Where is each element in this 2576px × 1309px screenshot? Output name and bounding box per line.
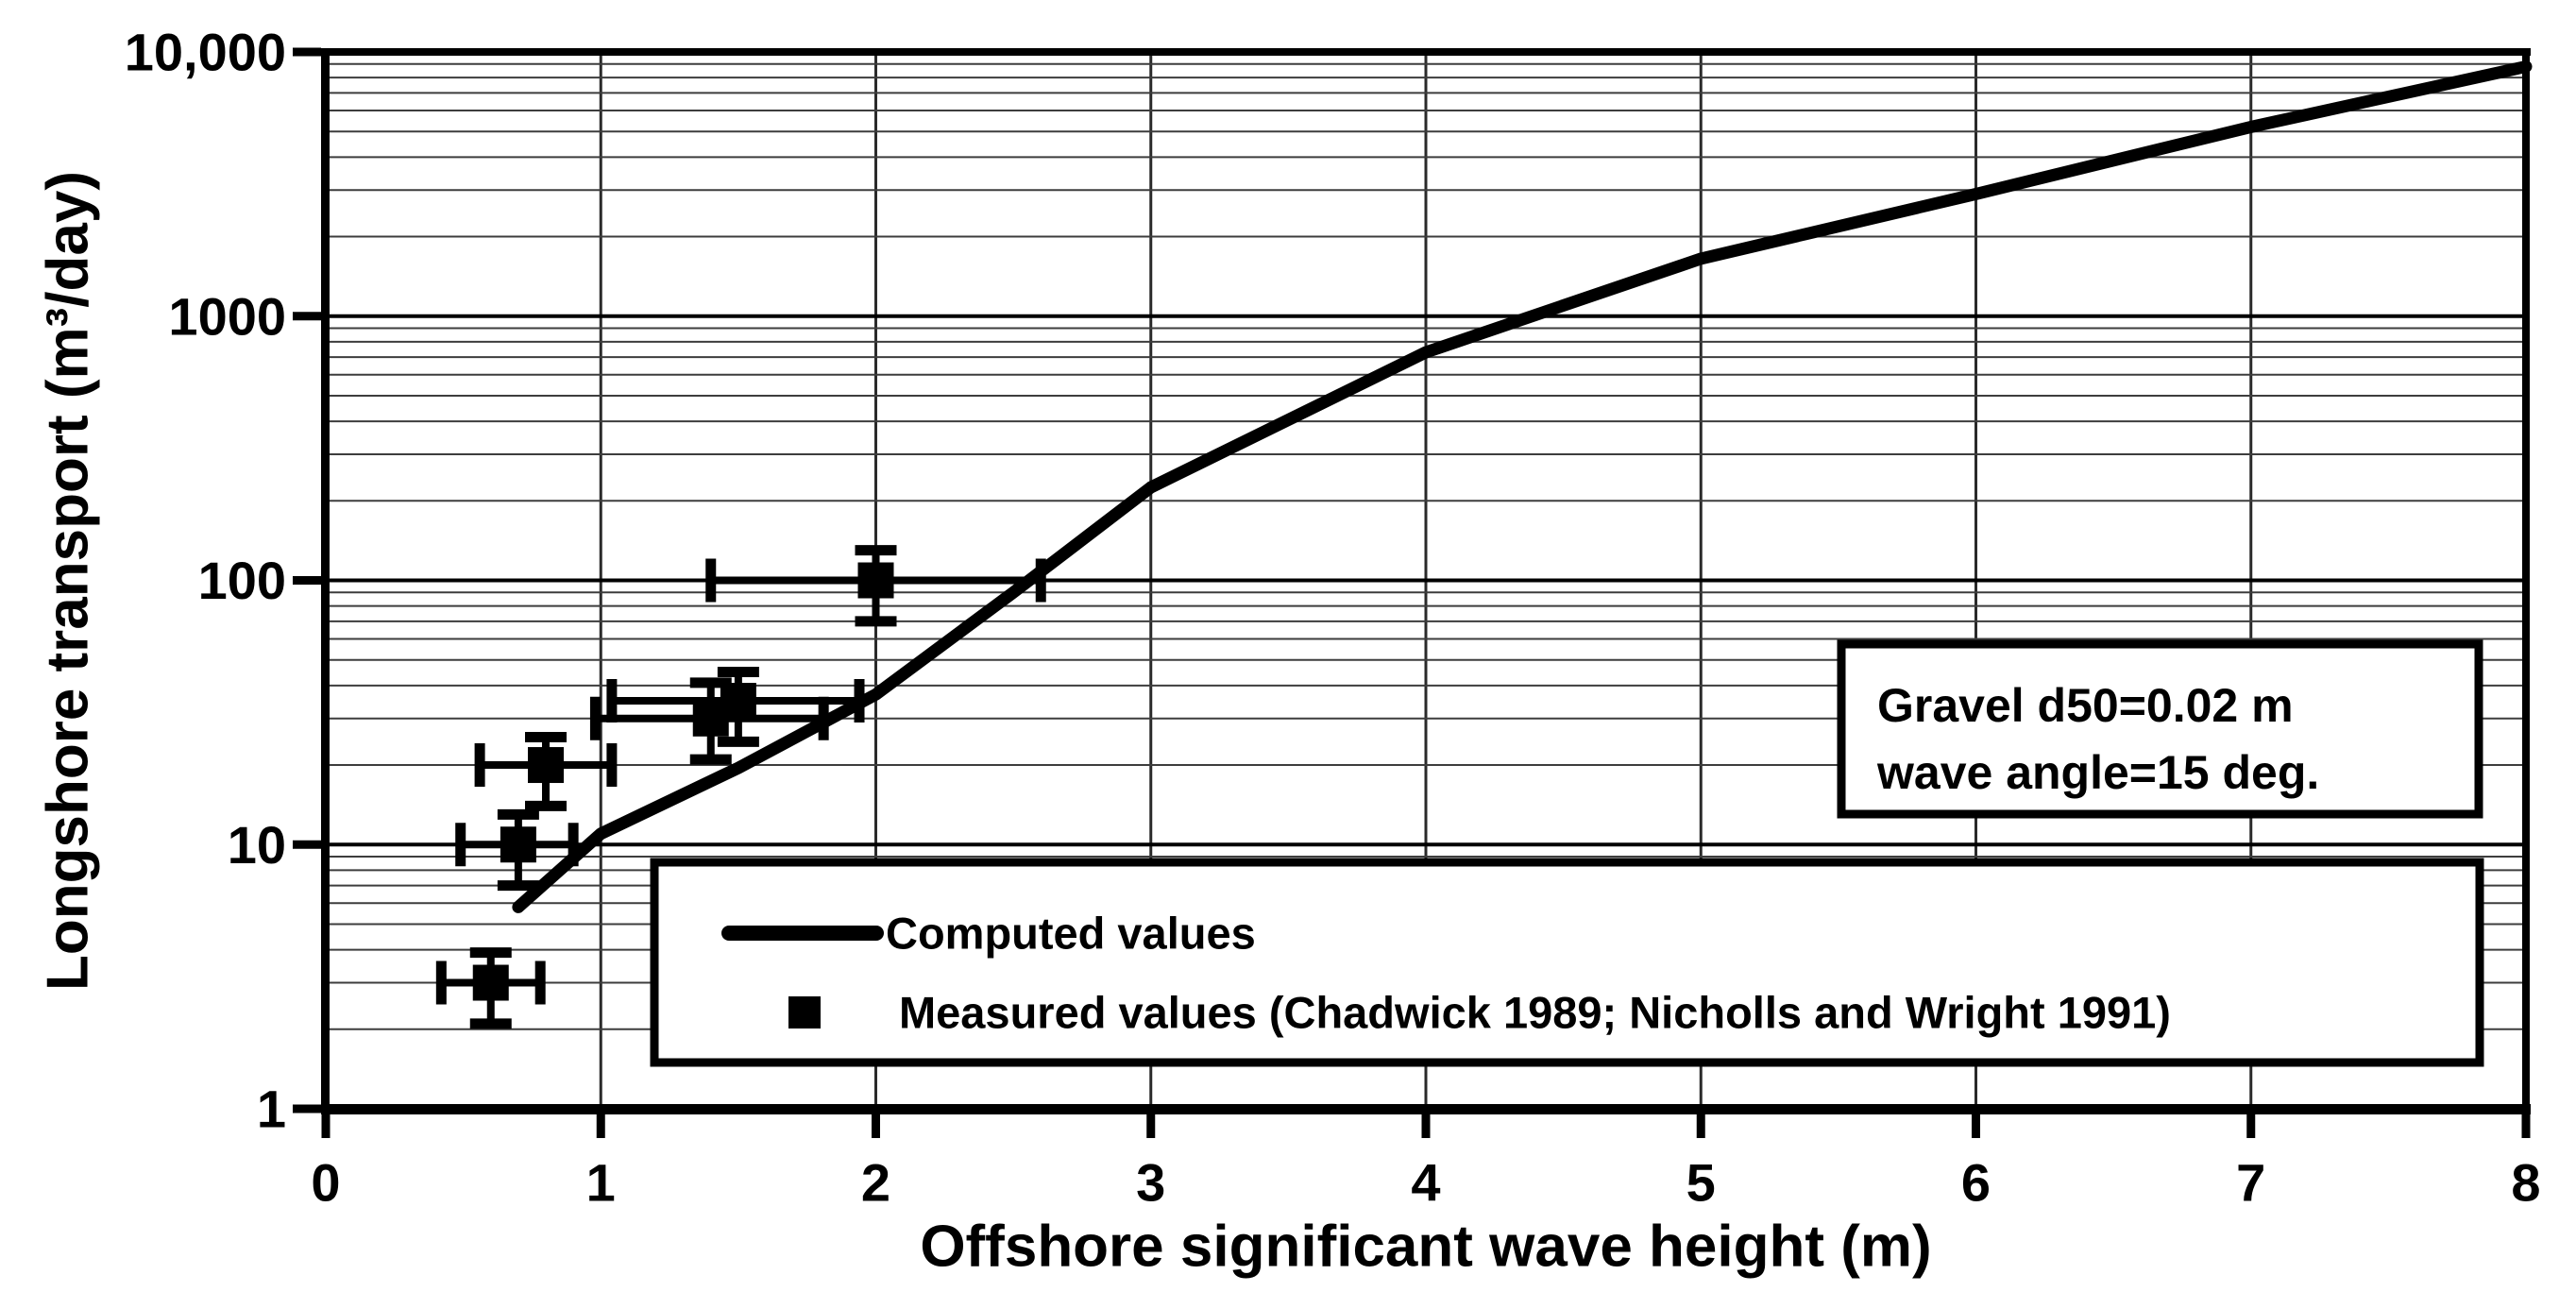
y-axis-spine bbox=[321, 48, 330, 1114]
legend-label-measured: Measured values (Chadwick 1989; Nicholls… bbox=[899, 988, 2171, 1038]
axes-frame bbox=[293, 47, 2531, 1138]
x-tick-label: 5 bbox=[1686, 1153, 1716, 1213]
annotation-line-2: wave angle=15 deg. bbox=[1876, 746, 2319, 799]
measured-point bbox=[606, 667, 865, 747]
measured-square-marker bbox=[720, 683, 756, 720]
y-tick-label: 10,000 bbox=[125, 23, 286, 82]
legend: Computed values Measured values (Chadwic… bbox=[650, 858, 2484, 1067]
x-tick-label: 6 bbox=[1961, 1153, 1991, 1213]
measured-square-marker bbox=[500, 826, 536, 863]
x-tick-mark bbox=[1696, 1114, 1705, 1138]
x-tick-mark bbox=[321, 1114, 330, 1138]
x-tick-label: 1 bbox=[586, 1153, 616, 1213]
legend-border bbox=[650, 858, 2484, 1067]
measured-point bbox=[474, 732, 618, 811]
measured-point bbox=[435, 947, 546, 1029]
x-tick-label: 8 bbox=[2511, 1153, 2540, 1213]
y-tick-label: 1000 bbox=[168, 286, 286, 346]
annotation-box: Gravel d50=0.02 m wave angle=15 deg. bbox=[1837, 639, 2483, 819]
measured-square-marker bbox=[472, 964, 509, 1001]
computed-curve bbox=[512, 60, 2533, 913]
measured-points-layer bbox=[435, 545, 1046, 1029]
x-tick-label: 7 bbox=[2236, 1153, 2265, 1213]
y-tick-label: 100 bbox=[198, 551, 286, 610]
x-tick-mark bbox=[1972, 1114, 1980, 1138]
computed-curve-layer bbox=[512, 60, 2533, 913]
x-tick-label: 4 bbox=[1411, 1153, 1440, 1213]
top-spine bbox=[321, 48, 2531, 56]
legend-square-marker bbox=[788, 996, 821, 1028]
measured-point bbox=[455, 808, 579, 892]
x-tick-mark bbox=[596, 1114, 605, 1138]
x-tick-label: 0 bbox=[311, 1153, 340, 1213]
y-tick-mark bbox=[293, 840, 321, 849]
legend-label-computed: Computed values bbox=[886, 909, 1256, 959]
right-spine bbox=[2522, 48, 2530, 1114]
y-tick-mark bbox=[293, 1104, 321, 1114]
x-tick-mark bbox=[872, 1114, 880, 1138]
y-tick-label: 1 bbox=[257, 1080, 286, 1139]
y-tick-label: 10 bbox=[228, 815, 286, 875]
y-tick-mark bbox=[293, 576, 321, 585]
measured-point bbox=[705, 545, 1046, 627]
y-tick-mark bbox=[293, 47, 321, 57]
measured-square-marker bbox=[528, 747, 564, 784]
y-axis-title: Longshore transport (m³/day) bbox=[36, 171, 101, 991]
x-tick-label: 2 bbox=[861, 1153, 890, 1213]
annotation-border bbox=[1837, 639, 2483, 819]
x-tick-mark bbox=[2521, 1114, 2531, 1138]
x-tick-label: 3 bbox=[1136, 1153, 1165, 1213]
x-axis-title: Offshore significant wave height (m) bbox=[920, 1215, 1931, 1280]
annotation-line-1: Gravel d50=0.02 m bbox=[1877, 679, 2294, 732]
measured-square-marker bbox=[857, 562, 894, 599]
x-tick-mark bbox=[2246, 1114, 2256, 1138]
x-tick-mark bbox=[1421, 1114, 1431, 1138]
measured-point bbox=[589, 677, 829, 765]
x-tick-mark bbox=[1146, 1114, 1156, 1138]
x-axis-spine bbox=[321, 1104, 2531, 1114]
y-tick-mark bbox=[293, 312, 321, 321]
